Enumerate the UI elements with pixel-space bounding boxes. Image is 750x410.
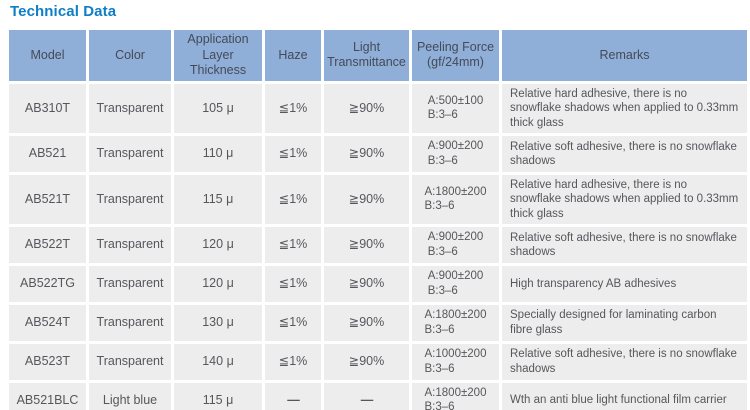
- table-row: AB524T Transparent 130 μ ≦1% ≧90% A:1800±200 …: [9, 304, 747, 341]
- column-header-thickness: Application Layer Thickness: [174, 30, 262, 81]
- cell-transmittance: ≧90%: [324, 304, 409, 341]
- peeling-force-values: A:500±100 B:3–6: [427, 94, 484, 122]
- cell-thickness: 115 μ: [174, 382, 262, 410]
- peeling-force-values: A:900±200 B:3–6: [427, 231, 484, 258]
- table-body: AB310T Transparent 105 μ ≦1% ≧90% A:500±100 B…: [9, 83, 747, 410]
- cell-thickness: 110 μ: [174, 136, 262, 172]
- cell-remarks: Wth an anti blue light functional film c…: [502, 382, 747, 410]
- cell-remarks: Relative soft adhesive, there is no snow…: [502, 227, 747, 263]
- cell-haze: ≦1%: [265, 174, 321, 224]
- cell-model: AB521T: [9, 174, 86, 224]
- peeling-force-values: A:1800±200 B:3–6: [424, 308, 487, 336]
- cell-color: Light blue: [89, 382, 171, 410]
- cell-peeling: A:900±200 B:3–6: [412, 227, 499, 263]
- column-header-model: Model: [9, 30, 86, 81]
- cell-haze: ≦1%: [265, 265, 321, 302]
- table-row: AB310T Transparent 105 μ ≦1% ≧90% A:500±100 B…: [9, 83, 747, 133]
- cell-model: AB522TG: [9, 265, 86, 302]
- table-row: AB521 Transparent 110 μ ≦1% ≧90% A:900±200 B:…: [9, 136, 747, 172]
- cell-thickness: 140 μ: [174, 343, 262, 380]
- technical-data-table: Model Color Application Layer Thickness Haz…: [6, 27, 750, 410]
- cell-thickness: 105 μ: [174, 83, 262, 133]
- cell-haze: ≦1%: [265, 136, 321, 172]
- column-header-remarks: Remarks: [502, 30, 747, 81]
- cell-remarks: Relative hard adhesive, there is no snow…: [502, 83, 747, 133]
- cell-transmittance: ≧90%: [324, 174, 409, 224]
- cell-model: AB521BLC: [9, 382, 86, 410]
- column-header-haze: Haze: [265, 30, 321, 81]
- cell-color: Transparent: [89, 227, 171, 263]
- table-row: AB521BLC Light blue 115 μ — — A:1800±200 B:3–…: [9, 382, 747, 410]
- table-header: Model Color Application Layer Thickness Haz…: [9, 30, 747, 81]
- cell-model: AB522T: [9, 227, 86, 263]
- cell-haze: ≦1%: [265, 227, 321, 263]
- cell-thickness: 115 μ: [174, 174, 262, 224]
- cell-peeling: A:1800±200 B:3–6: [412, 174, 499, 224]
- cell-color: Transparent: [89, 343, 171, 380]
- peeling-force-values: A:1000±200 B:3–6: [424, 347, 487, 375]
- cell-haze: ≦1%: [265, 83, 321, 133]
- cell-model: AB521: [9, 136, 86, 172]
- cell-transmittance: ≧90%: [324, 343, 409, 380]
- table-row: AB522T Transparent 120 μ ≦1% ≧90% A:900±200 B…: [9, 227, 747, 263]
- cell-color: Transparent: [89, 265, 171, 302]
- peeling-force-values: A:1800±200 B:3–6: [424, 386, 487, 410]
- page-title: Technical Data: [10, 3, 117, 20]
- cell-model: AB523T: [9, 343, 86, 380]
- cell-peeling: A:1800±200 B:3–6: [412, 382, 499, 410]
- cell-peeling: A:1800±200 B:3–6: [412, 304, 499, 341]
- cell-remarks: High transparency AB adhesives: [502, 265, 747, 302]
- cell-haze: ≦1%: [265, 304, 321, 341]
- cell-model: AB310T: [9, 83, 86, 133]
- cell-peeling: A:900±200 B:3–6: [412, 136, 499, 172]
- cell-remarks: Relative soft adhesive, there is no snow…: [502, 343, 747, 380]
- cell-haze: —: [265, 382, 321, 410]
- cell-transmittance: ≧90%: [324, 227, 409, 263]
- cell-color: Transparent: [89, 83, 171, 133]
- cell-transmittance: ≧90%: [324, 265, 409, 302]
- cell-color: Transparent: [89, 304, 171, 341]
- column-header-color: Color: [89, 30, 171, 81]
- cell-transmittance: ≧90%: [324, 136, 409, 172]
- cell-model: AB524T: [9, 304, 86, 341]
- cell-haze: ≦1%: [265, 343, 321, 380]
- cell-remarks: Specially designed for laminating carbon…: [502, 304, 747, 341]
- cell-transmittance: —: [324, 382, 409, 410]
- cell-transmittance: ≧90%: [324, 83, 409, 133]
- cell-color: Transparent: [89, 174, 171, 224]
- peeling-force-values: A:900±200 B:3–6: [427, 269, 484, 297]
- peeling-force-values: A:900±200 B:3–6: [427, 140, 484, 167]
- column-header-peeling: Peeling Force (gf/24mm): [412, 30, 499, 81]
- cell-peeling: A:900±200 B:3–6: [412, 265, 499, 302]
- cell-peeling: A:500±100 B:3–6: [412, 83, 499, 133]
- cell-color: Transparent: [89, 136, 171, 172]
- table-row: AB523T Transparent 140 μ ≦1% ≧90% A:1000±200 …: [9, 343, 747, 380]
- table-header-row: Model Color Application Layer Thickness Haz…: [9, 30, 747, 81]
- cell-thickness: 120 μ: [174, 265, 262, 302]
- cell-remarks: Relative hard adhesive, there is no snow…: [502, 174, 747, 224]
- table-row: AB521T Transparent 115 μ ≦1% ≧90% A:1800±200 …: [9, 174, 747, 224]
- column-header-transmittance: Light Transmittance: [324, 30, 409, 81]
- cell-thickness: 120 μ: [174, 227, 262, 263]
- cell-thickness: 130 μ: [174, 304, 262, 341]
- table-row: AB522TG Transparent 120 μ ≦1% ≧90% A:900±200 …: [9, 265, 747, 302]
- cell-peeling: A:1000±200 B:3–6: [412, 343, 499, 380]
- peeling-force-values: A:1800±200 B:3–6: [424, 185, 487, 213]
- cell-remarks: Relative soft adhesive, there is no snow…: [502, 136, 747, 172]
